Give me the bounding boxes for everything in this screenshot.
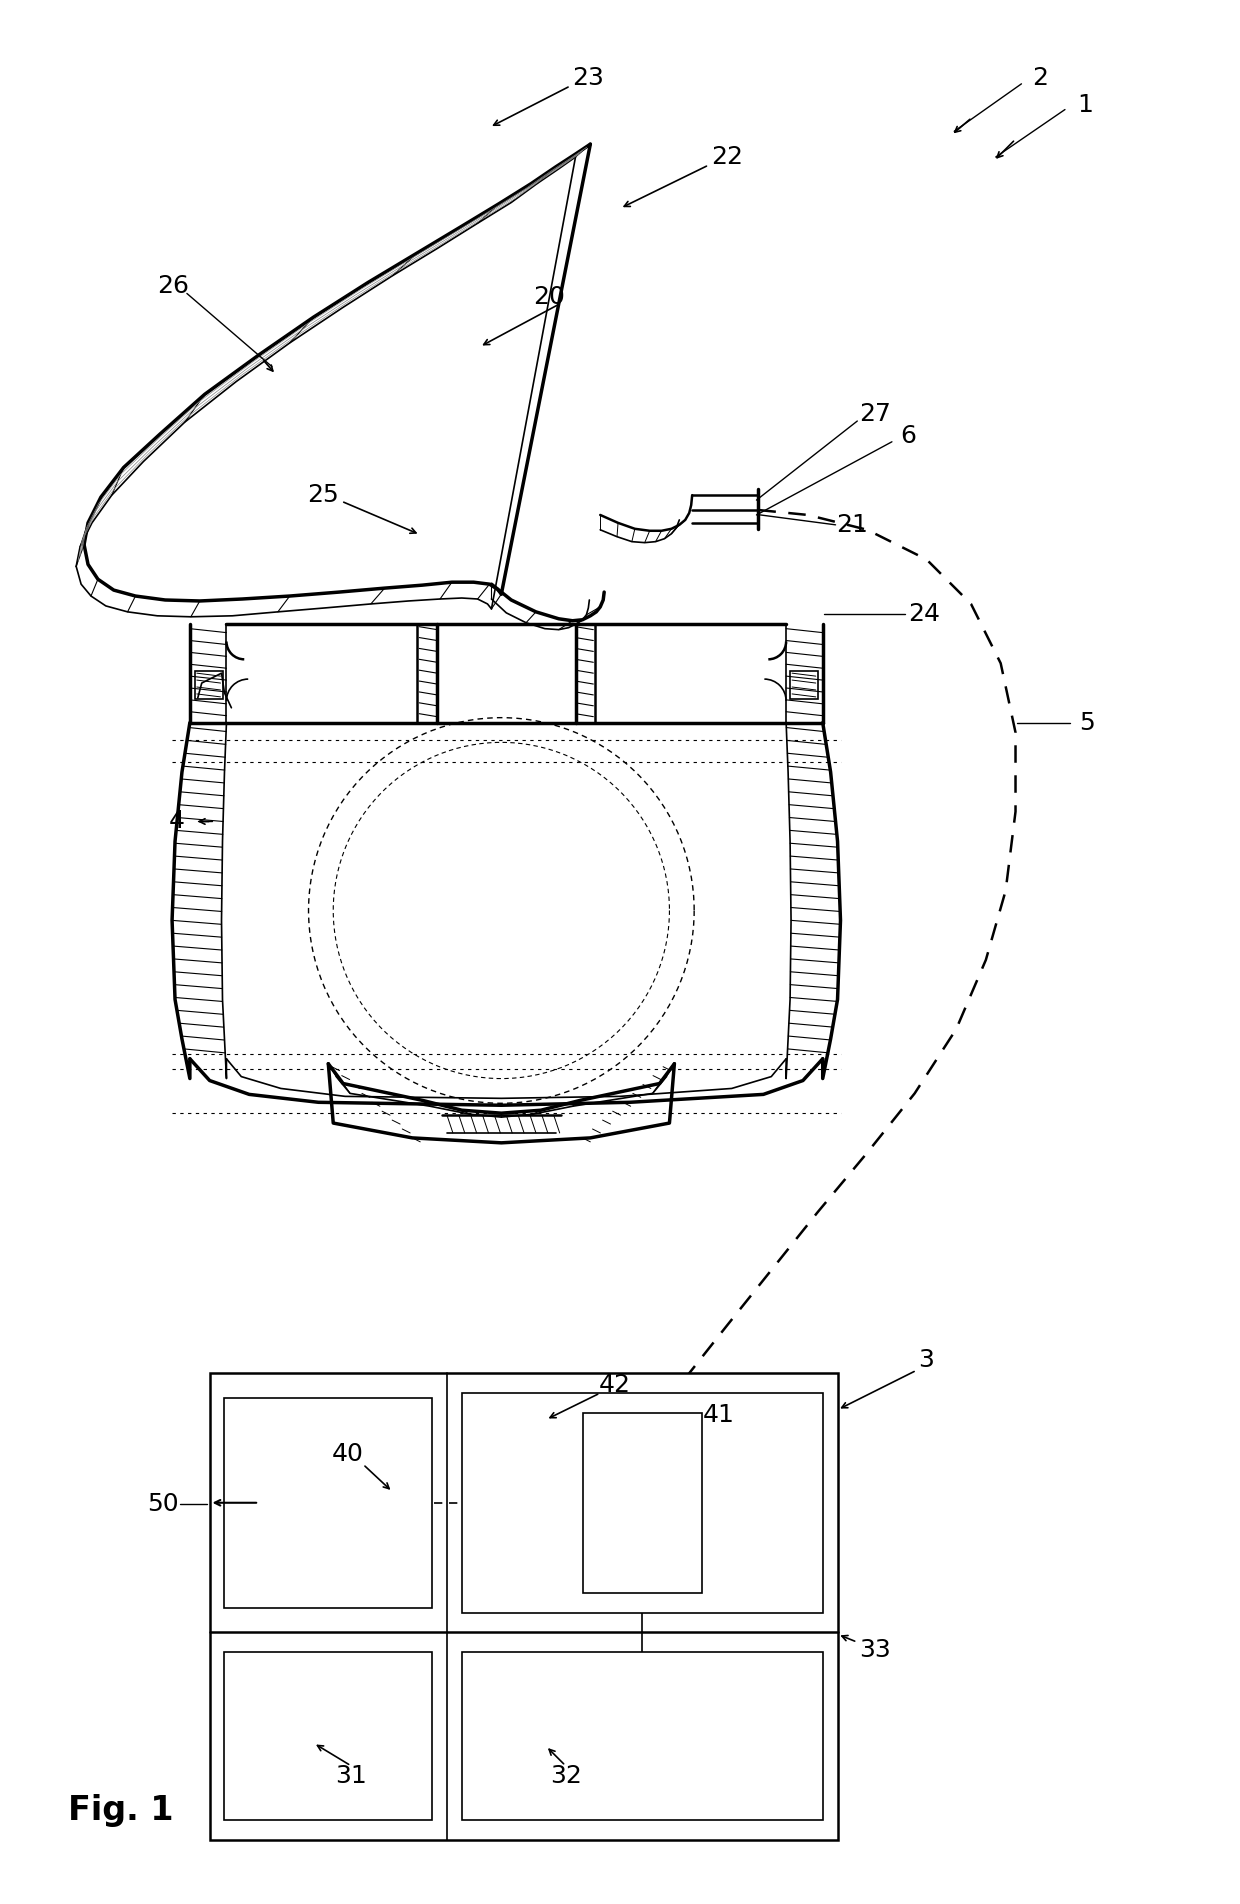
Text: 4: 4	[169, 809, 185, 834]
Text: 22: 22	[711, 145, 743, 169]
Text: 25: 25	[308, 484, 340, 506]
Text: Fig. 1: Fig. 1	[68, 1794, 174, 1826]
Text: 1: 1	[1076, 93, 1092, 116]
Bar	[461, 1653, 822, 1820]
Text: 41: 41	[703, 1403, 735, 1426]
Text: 2: 2	[1032, 67, 1048, 89]
Bar	[790, 672, 817, 699]
Text: 32: 32	[549, 1763, 582, 1788]
Text: 24: 24	[909, 602, 941, 626]
Bar	[224, 1653, 432, 1820]
Text: 40: 40	[332, 1443, 365, 1466]
Text: 26: 26	[157, 274, 188, 297]
Text: 33: 33	[859, 1637, 892, 1662]
Text: 23: 23	[573, 67, 604, 89]
Text: 31: 31	[335, 1763, 367, 1788]
Text: 50: 50	[148, 1491, 179, 1516]
Text: 27: 27	[859, 402, 892, 426]
Bar	[583, 1413, 702, 1594]
Text: 6: 6	[900, 425, 916, 447]
Bar	[224, 1398, 432, 1607]
Text: 3: 3	[919, 1348, 935, 1373]
Text: 5: 5	[1079, 710, 1095, 735]
Bar	[195, 672, 222, 699]
Text: 42: 42	[599, 1373, 631, 1398]
Text: 21: 21	[837, 512, 868, 537]
Text: 20: 20	[533, 286, 564, 310]
Bar	[210, 1373, 837, 1839]
Bar	[461, 1394, 822, 1613]
